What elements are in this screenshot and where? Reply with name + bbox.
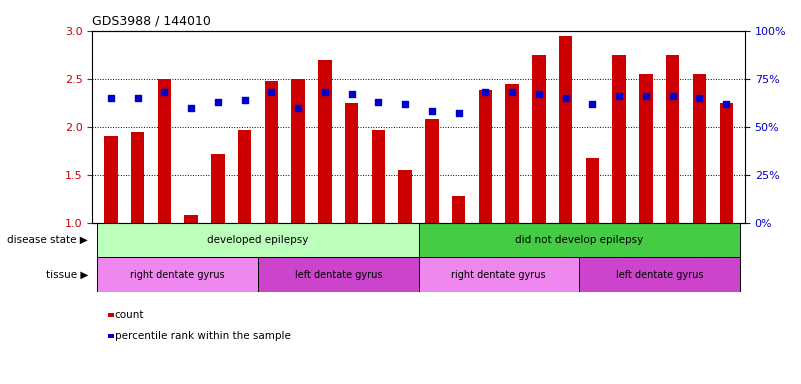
Text: percentile rank within the sample: percentile rank within the sample xyxy=(115,331,291,341)
Point xyxy=(559,95,572,101)
Bar xyxy=(372,130,385,223)
Bar xyxy=(345,103,358,223)
Point xyxy=(505,89,518,95)
Bar xyxy=(719,103,733,223)
Text: left dentate gyrus: left dentate gyrus xyxy=(295,270,382,280)
Bar xyxy=(264,81,278,223)
Point xyxy=(372,99,384,105)
Bar xyxy=(292,79,305,223)
Point xyxy=(720,101,733,107)
Bar xyxy=(238,130,252,223)
Point xyxy=(292,104,304,111)
Point xyxy=(666,93,679,99)
Point xyxy=(211,99,224,105)
Point xyxy=(399,101,412,107)
Text: tissue ▶: tissue ▶ xyxy=(46,270,88,280)
Text: count: count xyxy=(115,310,144,320)
Text: did not develop epilepsy: did not develop epilepsy xyxy=(515,235,643,245)
Bar xyxy=(258,257,419,292)
Point xyxy=(345,91,358,97)
Point xyxy=(613,93,626,99)
Point xyxy=(265,89,278,95)
Bar xyxy=(452,196,465,223)
Point xyxy=(104,95,117,101)
Bar xyxy=(98,257,258,292)
Point xyxy=(453,110,465,116)
Bar xyxy=(479,90,492,223)
Bar xyxy=(131,131,144,223)
Bar xyxy=(579,257,739,292)
Bar xyxy=(104,136,118,223)
Bar xyxy=(184,215,198,223)
Text: developed epilepsy: developed epilepsy xyxy=(207,235,308,245)
Point xyxy=(238,97,251,103)
Bar xyxy=(666,55,679,223)
Bar xyxy=(419,223,739,257)
Point xyxy=(158,89,171,95)
Point xyxy=(131,95,144,101)
Point xyxy=(185,104,198,111)
Bar xyxy=(586,159,599,223)
Bar xyxy=(532,55,545,223)
Text: disease state ▶: disease state ▶ xyxy=(7,235,88,245)
Bar xyxy=(98,223,419,257)
Text: GDS3988 / 144010: GDS3988 / 144010 xyxy=(92,15,211,28)
Bar xyxy=(419,257,579,292)
Bar xyxy=(559,36,573,223)
Point xyxy=(319,89,332,95)
Bar xyxy=(211,154,224,223)
Bar xyxy=(318,60,332,223)
Bar xyxy=(639,74,653,223)
Point xyxy=(479,89,492,95)
Point xyxy=(586,101,599,107)
Point xyxy=(639,93,652,99)
Point xyxy=(533,91,545,97)
Bar xyxy=(398,170,412,223)
Bar xyxy=(425,119,439,223)
Text: right dentate gyrus: right dentate gyrus xyxy=(452,270,546,280)
Text: left dentate gyrus: left dentate gyrus xyxy=(615,270,703,280)
Text: right dentate gyrus: right dentate gyrus xyxy=(131,270,225,280)
Bar xyxy=(693,74,706,223)
Point xyxy=(425,108,438,114)
Bar xyxy=(613,55,626,223)
Bar xyxy=(505,84,519,223)
Bar xyxy=(158,79,171,223)
Point xyxy=(693,95,706,101)
